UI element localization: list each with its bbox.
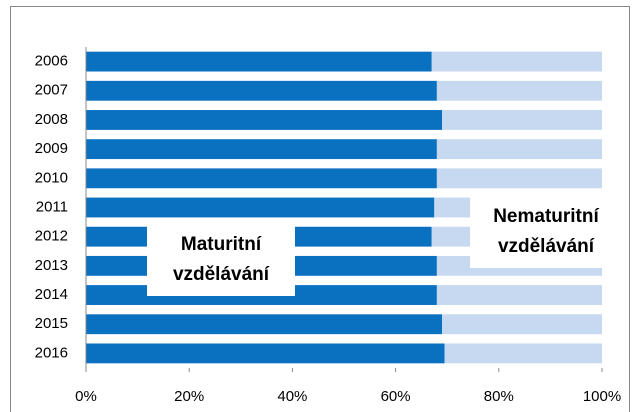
bar-segment: [86, 110, 443, 130]
y-tick-label: 2013: [35, 257, 68, 274]
bar-segment: [86, 197, 435, 218]
x-tick-label: 100%: [583, 388, 621, 405]
x-tick-label: 60%: [381, 388, 411, 405]
y-tick-label: 2016: [35, 344, 68, 361]
bar-segment: [86, 314, 443, 335]
y-tick-label: 2008: [35, 111, 68, 128]
bar-segment: [86, 343, 445, 364]
bar-segment: [86, 80, 437, 101]
bar-segment: [442, 314, 602, 335]
bar-segment: [436, 80, 602, 101]
bar-segment: [431, 51, 602, 72]
bar-segment: [442, 110, 602, 130]
x-tick-label: 80%: [484, 388, 514, 405]
bar-segment: [86, 51, 432, 72]
bar-segment: [436, 285, 602, 305]
x-tick-label: 20%: [174, 388, 204, 405]
y-tick-label: 2012: [35, 228, 68, 245]
annotation: Maturitní vzdělávání: [147, 224, 295, 296]
y-tick-label: 2015: [35, 315, 68, 332]
bar-segment: [436, 168, 602, 189]
x-tick-label: 40%: [277, 388, 307, 405]
y-tick-label: 2007: [35, 82, 68, 99]
chart-frame: [10, 6, 630, 412]
bar-segment: [436, 139, 602, 160]
bar-segment: [444, 343, 602, 364]
bar-segment: [86, 139, 437, 160]
annotation: Nematuritní vzdělávání: [470, 196, 622, 268]
y-tick-label: 2010: [35, 169, 68, 186]
y-tick-label: 2014: [35, 286, 68, 303]
y-tick-label: 2009: [35, 140, 68, 157]
y-tick-label: 2006: [35, 53, 68, 70]
x-tick-label: 0%: [75, 388, 97, 405]
bar-segment: [86, 168, 437, 189]
y-tick-label: 2011: [36, 198, 68, 215]
